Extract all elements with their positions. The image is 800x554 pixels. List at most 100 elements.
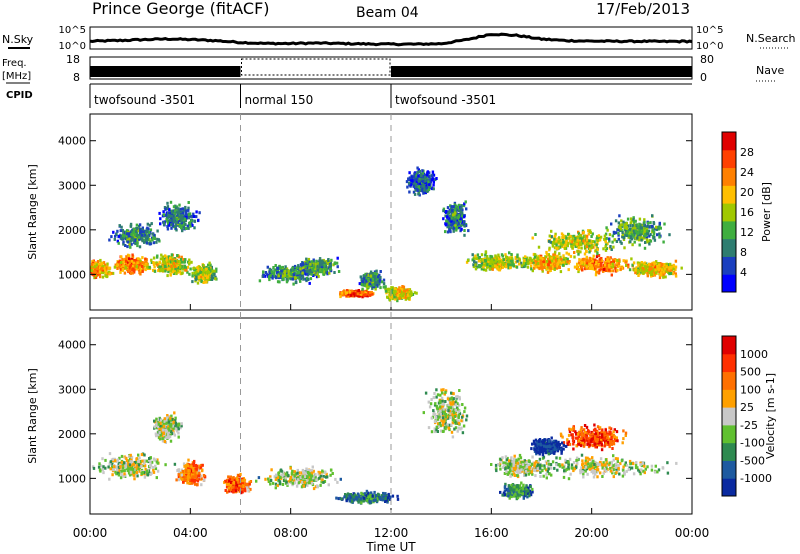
power-cell: [587, 244, 591, 248]
power-cell: [595, 243, 598, 247]
power-cell: [146, 230, 149, 233]
power-cell: [272, 266, 275, 269]
power-cell: [206, 275, 209, 279]
power-cell: [620, 223, 623, 227]
power-cell: [153, 265, 156, 269]
power-cell: [425, 186, 428, 190]
power-cell: [191, 280, 194, 284]
power-cell: [307, 269, 310, 273]
freq-segment-2: [391, 66, 692, 77]
power-cell: [541, 257, 544, 261]
power-cell: [451, 213, 455, 217]
power-cell: [482, 265, 485, 269]
power-cell: [291, 277, 295, 281]
power-cell: [615, 263, 618, 267]
power-cell: [302, 267, 306, 271]
power-cell: [412, 175, 415, 179]
power-cell: [163, 265, 166, 268]
power-cell: [555, 243, 558, 247]
power-cell: [171, 262, 174, 266]
velocity-cell: [143, 453, 146, 457]
power-cell: [401, 294, 404, 298]
power-cell: [560, 261, 564, 265]
power-cell: [552, 253, 555, 257]
power-cell: [113, 237, 116, 241]
power-cell: [604, 245, 607, 249]
cpid-segment-label-2: twofsound -3501: [395, 93, 496, 107]
power-cell: [638, 234, 642, 238]
power-cell: [419, 184, 423, 188]
power-cell: [382, 282, 386, 286]
power-cell: [620, 241, 623, 245]
power-cell: [588, 230, 591, 233]
power-cell: [161, 265, 165, 269]
power-cell: [455, 204, 458, 208]
power-cell: [655, 271, 658, 274]
power-cell: [163, 257, 167, 261]
power-cell: [417, 174, 421, 178]
power-cell: [416, 166, 419, 170]
power-cell: [179, 257, 183, 261]
power-cell: [95, 274, 98, 277]
power-cell: [670, 268, 673, 272]
beam-title: Beam 04: [356, 5, 419, 21]
power-cell: [283, 274, 286, 277]
power-cell: [199, 271, 202, 274]
power-cell: [579, 234, 582, 238]
power-cell: [547, 257, 550, 261]
power-cell: [557, 240, 560, 244]
power-cell: [442, 209, 445, 213]
power-cell: [582, 239, 585, 243]
freq-segment-0: [90, 66, 241, 77]
power-cell: [273, 269, 276, 273]
power-cell: [141, 256, 144, 260]
power-cell: [296, 276, 299, 280]
power-cell: [94, 274, 97, 278]
power-cell: [651, 224, 654, 228]
power-cell: [91, 260, 94, 264]
power-cell: [399, 287, 403, 290]
power-cell: [606, 228, 609, 232]
power-cell: [414, 182, 418, 186]
power-cell: [619, 227, 622, 231]
power-cell: [322, 270, 325, 274]
power-cell: [646, 270, 650, 274]
power-cell: [211, 269, 214, 273]
power-cell: [135, 230, 138, 234]
power-cell: [650, 267, 653, 271]
power-cell: [576, 240, 579, 244]
power-cell: [510, 263, 513, 267]
power-cell: [183, 265, 186, 269]
power-cell: [557, 246, 560, 250]
power-cell: [608, 239, 611, 243]
power-cell: [200, 279, 203, 283]
power-cell: [169, 273, 172, 277]
power-cell: [175, 220, 178, 224]
power-cell: [264, 271, 268, 274]
power-cell: [667, 263, 670, 267]
power-cell: [638, 228, 641, 232]
power-cell: [472, 263, 475, 267]
power-cell: [640, 270, 643, 274]
power-cell: [421, 180, 425, 183]
power-cell: [540, 266, 543, 269]
power-cell: [636, 236, 639, 240]
power-cell: [594, 243, 597, 247]
power-cell: [542, 260, 546, 264]
power-cell: [622, 238, 626, 241]
power-cell: [138, 262, 141, 266]
power-cell: [497, 265, 500, 269]
power-cell: [611, 240, 614, 244]
power-cell: [159, 265, 163, 269]
power-cell: [530, 267, 533, 271]
power-cell: [605, 247, 608, 250]
power-cell: [553, 240, 556, 244]
power-cell: [663, 267, 666, 271]
power-cell: [165, 213, 168, 217]
power-cell: [123, 266, 126, 270]
power-cell: [612, 269, 615, 273]
power-cell: [139, 268, 143, 272]
power-cell: [617, 233, 620, 237]
cpid-segment-label-0: twofsound -3501: [94, 93, 195, 107]
power-cell: [349, 293, 353, 297]
